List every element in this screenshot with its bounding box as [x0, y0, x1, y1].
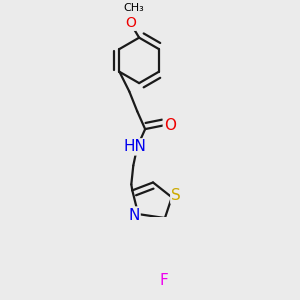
Text: O: O — [125, 16, 136, 30]
Text: N: N — [128, 208, 140, 223]
Text: O: O — [164, 118, 176, 133]
Text: S: S — [171, 188, 181, 203]
Text: CH₃: CH₃ — [124, 3, 145, 13]
Text: HN: HN — [124, 140, 147, 154]
Text: F: F — [160, 273, 168, 288]
